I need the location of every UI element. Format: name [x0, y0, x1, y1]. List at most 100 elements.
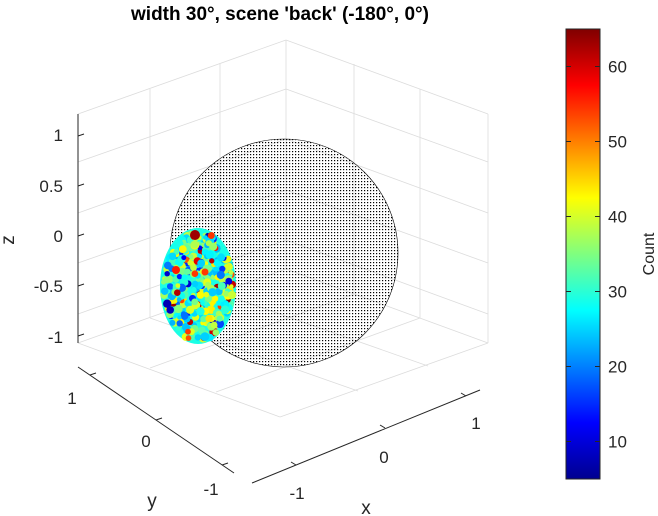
patch-cell — [213, 266, 219, 272]
patch-cell — [180, 312, 189, 320]
patch-cell — [176, 297, 182, 302]
patch-cell — [212, 329, 220, 336]
patch-cell — [215, 319, 225, 329]
x-tick-mark — [460, 392, 467, 397]
patch-cell — [174, 304, 183, 314]
patch-cell — [190, 286, 197, 293]
colorbar-tick-label: 10 — [608, 433, 627, 452]
patch-cell — [190, 230, 200, 240]
patch-cell — [186, 305, 195, 314]
patch-cell — [194, 334, 202, 341]
z-tick-mark — [77, 233, 85, 237]
grid-line — [285, 39, 489, 115]
patch-cell — [164, 271, 170, 277]
x-tick-mark — [290, 461, 297, 466]
patch-cell — [218, 295, 225, 303]
patch-cell — [220, 305, 230, 315]
patch-cell — [225, 277, 233, 285]
z-tick-label: 1 — [54, 126, 63, 145]
x-tick-label: -1 — [289, 484, 304, 503]
patch-cell — [176, 320, 183, 327]
x-tick-label: 0 — [379, 448, 388, 467]
patch-cell — [166, 283, 174, 290]
axis-line — [251, 389, 481, 484]
y-tick-mark — [221, 462, 229, 466]
patch-cell — [207, 232, 215, 239]
patch-cell — [201, 268, 209, 276]
x-tick-label: 1 — [471, 414, 480, 433]
patch-cell — [184, 268, 191, 275]
patch-cell — [173, 249, 180, 255]
patch-cell — [175, 283, 181, 288]
z-tick-mark — [77, 183, 85, 187]
patch-cell — [198, 326, 206, 334]
colorbar-ticks: 10 20 30 40 50 60 — [566, 58, 627, 452]
patch-cell — [185, 335, 192, 341]
y-tick-label: 1 — [67, 389, 76, 408]
y-ticks: 1 0 -1 — [67, 389, 218, 499]
patch-cell — [166, 306, 174, 314]
patch-cell — [190, 264, 197, 272]
patch-cell — [161, 279, 166, 285]
patch-cell — [169, 319, 176, 326]
patch-cell — [213, 259, 221, 267]
z-tick-label: 0 — [54, 227, 63, 246]
patch-cell — [196, 291, 205, 299]
patch-cell — [188, 254, 194, 259]
colorbar-tick-label: 40 — [608, 208, 627, 227]
patch-cell — [175, 325, 182, 331]
patch-cell — [209, 242, 218, 251]
patch-cell — [181, 274, 188, 281]
patch-cell — [181, 255, 187, 261]
patch-cell — [229, 284, 234, 289]
z-tick-label: -0.5 — [34, 277, 63, 296]
colorbar-tick-label: 50 — [608, 133, 627, 152]
patch-cell — [223, 301, 229, 307]
colorbar-gradient — [566, 29, 600, 479]
patch-cell — [191, 298, 199, 306]
patch-cell — [178, 245, 187, 254]
z-tick-mark — [77, 333, 85, 337]
patch-cell — [200, 315, 207, 323]
colorbar-tick-label: 20 — [608, 358, 627, 377]
patch-cell — [205, 281, 211, 288]
patch-cell — [225, 262, 233, 271]
colorbar-frame — [565, 28, 601, 480]
patch-cell — [217, 253, 226, 262]
patch-cell — [209, 302, 215, 307]
z-ticks: 1 0.5 0 -0.5 -1 — [34, 126, 63, 347]
patch-cell — [203, 235, 208, 240]
y-tick-label: -1 — [203, 480, 218, 499]
grid-line — [279, 342, 489, 418]
y-tick-label: 0 — [141, 432, 150, 451]
patch-cell — [217, 282, 226, 290]
count-patch — [160, 228, 237, 344]
patch-cell — [187, 260, 193, 266]
chart-title: width 30°, scene 'back' (-180°, 0°) — [130, 4, 429, 25]
patch-cell — [161, 287, 169, 295]
z-tick-mark — [77, 133, 85, 137]
z-tick-label: -1 — [48, 328, 63, 347]
colorbar-tick-label: 30 — [608, 283, 627, 302]
patch-cell — [205, 250, 214, 259]
grid-line — [77, 342, 281, 418]
patch-cell — [176, 273, 183, 280]
patch-cell — [228, 270, 234, 275]
patch-cell — [190, 240, 199, 249]
patch-cell — [168, 252, 177, 261]
colorbar-label: Count — [641, 232, 658, 275]
patch-cell — [228, 290, 237, 300]
grid-line — [77, 88, 287, 163]
patch-cell — [185, 328, 191, 335]
y-tick-mark — [89, 372, 97, 376]
z-tick-label: 0.5 — [39, 177, 63, 196]
patch-cell — [196, 307, 205, 316]
patch-cell — [172, 266, 180, 274]
patch-cell — [200, 300, 205, 306]
patch-cell — [216, 315, 223, 322]
grid-line — [285, 88, 489, 163]
patch-cell — [163, 299, 172, 308]
patch-cell — [210, 321, 218, 329]
patch-cell — [191, 270, 199, 278]
